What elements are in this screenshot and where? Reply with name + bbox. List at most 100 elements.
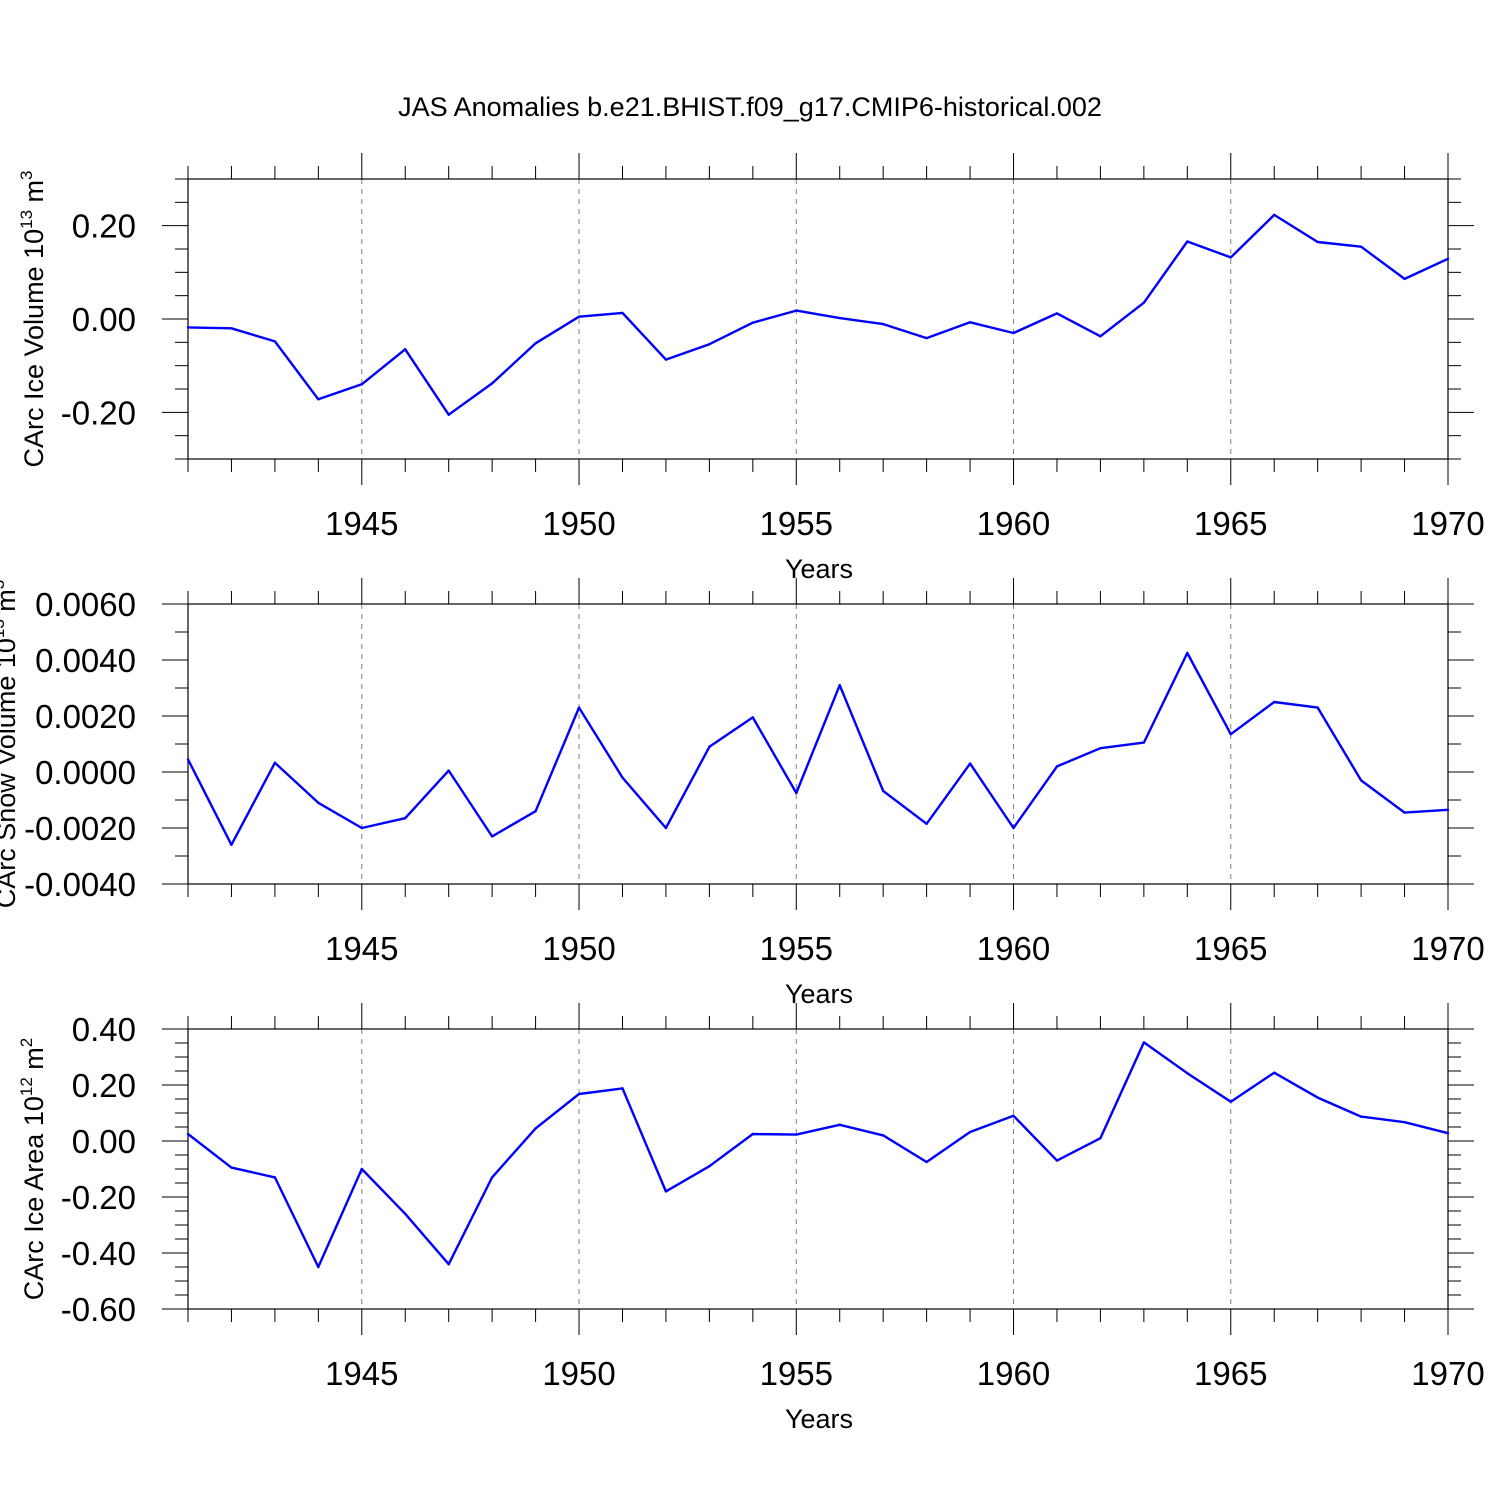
data-point	[751, 716, 755, 719]
data-point	[1012, 826, 1015, 830]
data-point	[881, 322, 885, 326]
x-tick-label: 1955	[760, 505, 833, 542]
x-tick-label: 1945	[325, 505, 398, 542]
data-point	[881, 789, 885, 793]
data-point	[186, 1132, 190, 1136]
data-point	[230, 327, 233, 330]
data-point	[1446, 808, 1450, 811]
data-point	[925, 822, 928, 825]
data-point	[404, 1212, 407, 1216]
chart-panels: 0.20 0.00 -0.20 1945 1950 1955 1960 1965 1970 Yea…	[0, 153, 1485, 1434]
data-point	[1359, 1115, 1363, 1118]
data-point	[1186, 651, 1189, 655]
series-line	[187, 1041, 1449, 1269]
y-tick-label: 0.20	[72, 208, 136, 245]
data-point	[664, 826, 668, 830]
data-point	[490, 1176, 494, 1179]
x-tick-label: 1970	[1411, 505, 1484, 542]
x-tick-label: 1950	[542, 930, 615, 967]
data-point	[1316, 240, 1319, 244]
y-tick-label: -0.0040	[24, 866, 136, 903]
data-point	[968, 762, 972, 765]
data-point	[534, 810, 537, 813]
data-point	[795, 309, 798, 312]
data-point	[447, 413, 450, 416]
y-axis-title: CArc Ice Area 1012 m2	[17, 1038, 49, 1301]
y-tick-label: 0.0000	[35, 754, 136, 791]
y-axis-title-superscript: 3	[17, 170, 36, 179]
data-point	[881, 1134, 885, 1137]
plot-frame	[187, 603, 1449, 885]
x-tick-label: 1970	[1411, 1355, 1484, 1392]
y-axis-title-superscript: 13	[17, 210, 36, 229]
data-point	[621, 1087, 624, 1090]
data-point	[534, 342, 537, 345]
y-axis-title-part: m	[19, 1047, 49, 1077]
data-point	[1359, 779, 1363, 782]
data-point	[1099, 1137, 1102, 1140]
data-point	[838, 316, 841, 320]
data-point	[1359, 245, 1363, 248]
data-point	[1403, 1121, 1406, 1124]
data-point	[447, 1263, 450, 1266]
y-tick-label: 0.20	[72, 1067, 136, 1104]
plot-frame	[187, 1028, 1449, 1310]
y-axis-title-superscript: 2	[17, 1038, 36, 1047]
y-axis-title-part: m	[0, 589, 21, 619]
data-point	[230, 1166, 233, 1169]
data-point	[708, 745, 711, 748]
data-point	[751, 321, 755, 324]
data-point	[360, 826, 363, 830]
data-point	[404, 817, 407, 820]
y-tick-label: -0.20	[61, 1179, 136, 1216]
data-point	[664, 358, 668, 361]
data-point	[1142, 741, 1146, 744]
data-point	[925, 1160, 928, 1164]
data-point	[534, 1127, 537, 1130]
data-point	[1229, 256, 1232, 259]
y-axis-title: CArc Ice Volume 1013 m3	[17, 170, 49, 467]
series-line	[187, 213, 1449, 416]
data-point	[1186, 1072, 1189, 1075]
data-point	[621, 311, 624, 315]
data-point	[1446, 257, 1450, 260]
data-point	[186, 326, 190, 329]
data-point	[490, 382, 494, 385]
y-axis-title-part: m	[19, 180, 49, 210]
panel-2: 0.0060 0.0040 0.0020 0.0000 -0.0020 -0.0040 19…	[0, 578, 1485, 1009]
data-point	[577, 1092, 581, 1096]
y-tick-label: 0.0040	[35, 642, 136, 679]
data-point	[664, 1190, 668, 1193]
data-point	[186, 758, 190, 761]
data-point	[317, 1265, 320, 1269]
data-point	[1403, 811, 1406, 814]
x-tick-label: 1945	[325, 930, 398, 967]
y-tick-label: 0.0020	[35, 698, 136, 735]
x-tick-label: 1965	[1194, 930, 1267, 967]
x-tick-label: 1945	[325, 1355, 398, 1392]
data-point	[490, 835, 494, 838]
data-point	[708, 1165, 711, 1168]
data-point	[1273, 213, 1276, 217]
data-point	[447, 769, 450, 772]
data-point	[621, 776, 624, 779]
y-axis-title-part: CArc Ice Volume 10	[19, 229, 49, 468]
x-tick-label: 1950	[542, 505, 615, 542]
data-point	[838, 684, 841, 687]
data-point	[1099, 335, 1102, 338]
data-point	[360, 383, 363, 386]
y-tick-label: -0.0020	[24, 810, 136, 847]
data-point	[404, 348, 407, 351]
data-point	[577, 315, 581, 318]
y-axis-title-part: CArc Ice Area 10	[19, 1096, 49, 1300]
data-point	[1055, 765, 1059, 768]
data-point	[1099, 747, 1102, 750]
data-point	[1273, 700, 1276, 704]
x-tick-label: 1960	[977, 1355, 1050, 1392]
data-point	[1316, 706, 1319, 709]
x-tick-label: 1960	[977, 505, 1050, 542]
data-point	[1229, 733, 1232, 736]
y-tick-label: 0.40	[72, 1011, 136, 1048]
data-point	[273, 761, 277, 764]
x-tick-label: 1970	[1411, 930, 1484, 967]
